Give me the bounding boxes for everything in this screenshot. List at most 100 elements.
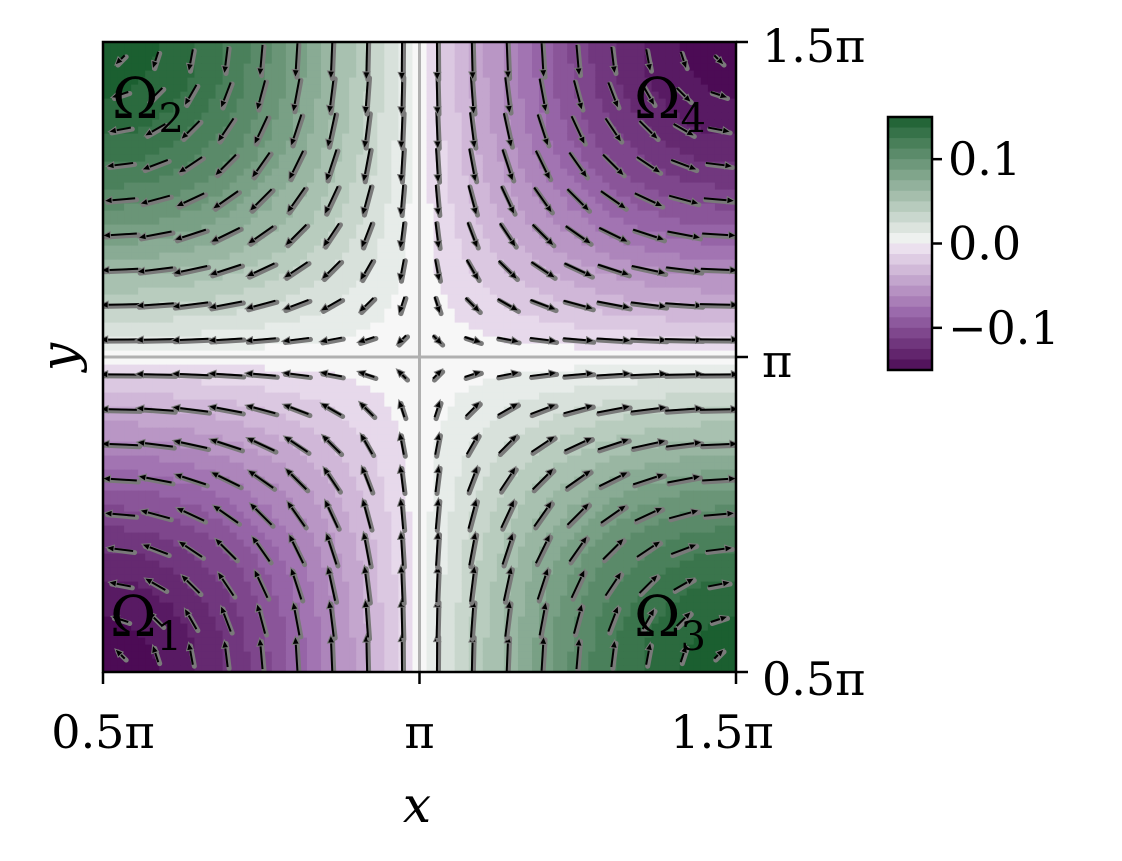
- contour-cell: [454, 560, 463, 568]
- contour-cell: [321, 455, 329, 463]
- contour-cell: [412, 490, 421, 498]
- contour-cell: [166, 343, 174, 351]
- contour-cell: [405, 294, 414, 302]
- contour-cell: [243, 63, 252, 71]
- contour-cell: [187, 469, 196, 477]
- contour-cell: [447, 504, 456, 512]
- contour-cell: [440, 154, 449, 162]
- contour-cell: [426, 315, 435, 323]
- contour-cell: [461, 518, 470, 526]
- contour-cell: [384, 336, 392, 344]
- contour-cell: [250, 546, 259, 554]
- contour-cell: [271, 140, 280, 148]
- contour-cell: [229, 357, 238, 365]
- contour-cell: [447, 553, 456, 561]
- contour-cell: [440, 350, 449, 358]
- contour-cell: [103, 217, 111, 225]
- contour-cell: [173, 609, 181, 617]
- contour-cell: [377, 245, 385, 253]
- contour-cell: [215, 420, 224, 428]
- contour-cell: [173, 133, 181, 141]
- contour-cell: [440, 525, 449, 533]
- contour-cell: [461, 574, 470, 582]
- contour-cell: [215, 252, 224, 260]
- contour-cell: [145, 252, 153, 260]
- contour-cell: [440, 581, 449, 589]
- contour-cell: [173, 434, 181, 442]
- contour-cell: [454, 455, 463, 463]
- contour-cell: [243, 49, 252, 57]
- contour-cell: [461, 658, 470, 666]
- contour-cell: [264, 651, 273, 659]
- contour-cell: [215, 308, 224, 316]
- contour-cell: [131, 483, 139, 491]
- contour-cell: [349, 63, 357, 71]
- contour-cell: [180, 525, 188, 533]
- contour-cell: [131, 175, 139, 183]
- contour-cell: [110, 189, 118, 197]
- contour-cell: [173, 511, 181, 519]
- contour-cell: [412, 91, 421, 99]
- contour-cell: [356, 455, 364, 463]
- contour-cell: [454, 595, 463, 603]
- contour-cell: [208, 588, 217, 596]
- contour-cell: [405, 175, 414, 183]
- contour-cell: [363, 315, 371, 323]
- contour-cell: [306, 301, 315, 309]
- contour-cell: [342, 168, 350, 176]
- contour-cell: [489, 637, 498, 645]
- contour-cell: [159, 455, 167, 463]
- contour-cell: [124, 287, 132, 295]
- contour-cell: [419, 539, 428, 547]
- contour-cell: [229, 448, 238, 456]
- contour-cell: [377, 77, 385, 85]
- contour-cell: [482, 665, 491, 672]
- contour-cell: [173, 56, 181, 64]
- contour-cell: [349, 504, 357, 512]
- contour-cell: [377, 609, 385, 617]
- contour-cell: [384, 385, 392, 393]
- contour-cell: [236, 280, 245, 288]
- contour-cell: [194, 399, 203, 407]
- contour-cell: [208, 581, 217, 589]
- contour-cell: [475, 385, 484, 393]
- contour-cell: [335, 238, 343, 246]
- contour-cell: [377, 392, 385, 400]
- contour-cell: [391, 308, 399, 316]
- contour-cell: [187, 189, 196, 197]
- contour-cell: [342, 532, 350, 540]
- contour-cell: [356, 476, 364, 484]
- contour-cell: [110, 119, 118, 127]
- contour-cell: [384, 350, 392, 358]
- contour-cell: [292, 329, 301, 337]
- contour-cell: [349, 357, 357, 365]
- contour-cell: [440, 455, 449, 463]
- contour-cell: [271, 574, 280, 582]
- contour-cell: [447, 602, 456, 610]
- contour-cell: [384, 476, 392, 484]
- contour-cell: [278, 497, 287, 505]
- contour-cell: [377, 210, 385, 218]
- contour-cell: [299, 84, 308, 92]
- contour-cell: [173, 350, 181, 358]
- contour-cell: [215, 518, 224, 526]
- contour-cell: [419, 231, 428, 239]
- contour-cell: [391, 210, 399, 218]
- contour-cell: [321, 476, 329, 484]
- contour-cell: [489, 406, 498, 414]
- contour-cell: [475, 238, 484, 246]
- contour-cell: [208, 413, 217, 421]
- contour-cell: [306, 126, 315, 134]
- contour-cell: [299, 70, 308, 78]
- contour-cell: [131, 532, 139, 540]
- contour-cell: [335, 329, 343, 337]
- contour-cell: [264, 364, 273, 372]
- contour-cell: [377, 595, 385, 603]
- contour-cell: [391, 294, 399, 302]
- contour-cell: [299, 455, 308, 463]
- contour-cell: [468, 315, 477, 323]
- contour-cell: [173, 644, 181, 652]
- contour-cell: [194, 378, 203, 386]
- contour-cell: [103, 448, 111, 456]
- contour-cell: [440, 420, 449, 428]
